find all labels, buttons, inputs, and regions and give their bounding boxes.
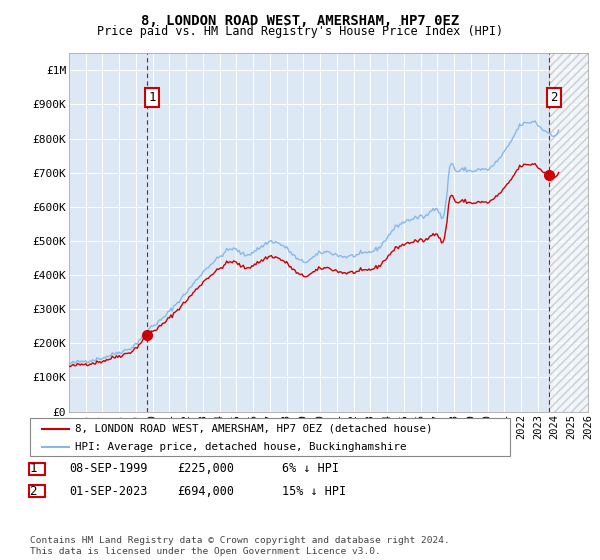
Text: 01-SEP-2023: 01-SEP-2023 bbox=[69, 484, 148, 498]
Text: Price paid vs. HM Land Registry's House Price Index (HPI): Price paid vs. HM Land Registry's House … bbox=[97, 25, 503, 38]
Text: 08-SEP-1999: 08-SEP-1999 bbox=[69, 462, 148, 475]
Text: Contains HM Land Registry data © Crown copyright and database right 2024.
This d: Contains HM Land Registry data © Crown c… bbox=[30, 536, 450, 556]
Text: 8, LONDON ROAD WEST, AMERSHAM, HP7 0EZ: 8, LONDON ROAD WEST, AMERSHAM, HP7 0EZ bbox=[141, 14, 459, 28]
Text: 15% ↓ HPI: 15% ↓ HPI bbox=[282, 484, 346, 498]
Text: 8, LONDON ROAD WEST, AMERSHAM, HP7 0EZ (detached house): 8, LONDON ROAD WEST, AMERSHAM, HP7 0EZ (… bbox=[75, 424, 433, 434]
Text: £694,000: £694,000 bbox=[177, 484, 234, 498]
Text: 1: 1 bbox=[29, 462, 37, 475]
Text: 2: 2 bbox=[29, 484, 37, 498]
Text: HPI: Average price, detached house, Buckinghamshire: HPI: Average price, detached house, Buck… bbox=[75, 442, 407, 452]
Text: 2: 2 bbox=[550, 91, 558, 104]
Text: £225,000: £225,000 bbox=[177, 462, 234, 475]
Bar bbox=[549, 53, 588, 412]
Text: 6% ↓ HPI: 6% ↓ HPI bbox=[282, 462, 339, 475]
Bar bbox=[549, 53, 588, 412]
Text: 1: 1 bbox=[148, 91, 156, 104]
